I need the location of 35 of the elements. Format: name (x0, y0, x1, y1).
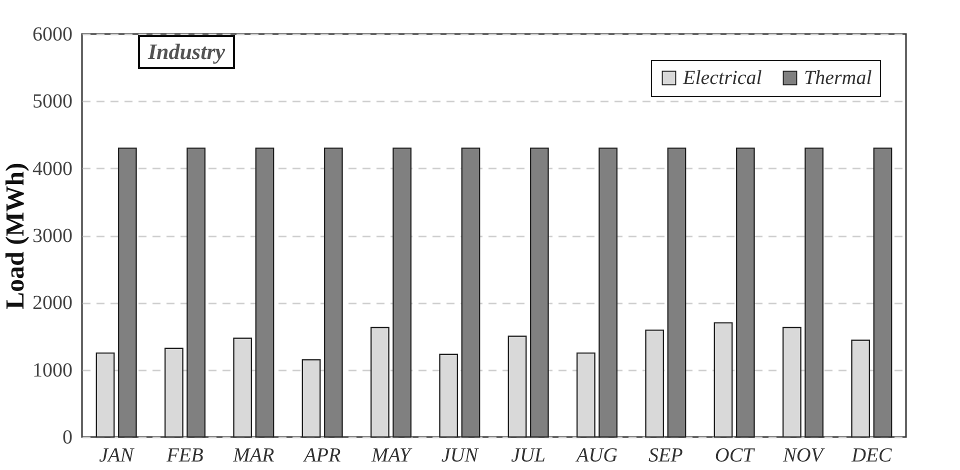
bar (324, 148, 343, 438)
bar (598, 148, 618, 438)
y-tick-label: 3000 (32, 225, 72, 247)
bar (804, 148, 824, 438)
bar (736, 148, 755, 438)
bar (461, 148, 480, 438)
x-tick-label: DEC (850, 444, 892, 466)
bar (118, 148, 137, 438)
y-tick-label: 6000 (32, 24, 72, 46)
chart-title: Industry (138, 35, 236, 69)
bar (530, 148, 549, 438)
x-tick-label: JUL (511, 444, 546, 466)
y-tick-label: 4000 (32, 158, 72, 180)
x-tick-label: OCT (714, 444, 756, 466)
y-axis-title: Load (MWh) (0, 162, 30, 310)
x-tick-label: NOV (782, 444, 826, 466)
y-tick-label: 0 (62, 426, 72, 448)
y-tick-label: 5000 (32, 90, 72, 113)
bar (255, 148, 274, 438)
y-tick-label: 2000 (32, 292, 72, 314)
x-tick-label: JUN (441, 444, 480, 466)
x-tick-label: FEB (166, 444, 204, 466)
legend-label: Thermal (804, 67, 872, 89)
x-tick-label: AUG (574, 444, 618, 466)
bar (667, 148, 686, 438)
x-tick-label: JAN (99, 444, 136, 466)
x-tick-label: APR (302, 444, 341, 466)
x-tick-label: MAY (370, 444, 412, 466)
y-tick-label: 1000 (32, 359, 72, 382)
legend-label: Electrical (682, 67, 762, 89)
bar (186, 148, 206, 438)
bar (873, 148, 892, 438)
x-tick-label: SEP (648, 444, 683, 466)
x-tick-label: MAR (232, 444, 274, 466)
bar (392, 148, 412, 438)
